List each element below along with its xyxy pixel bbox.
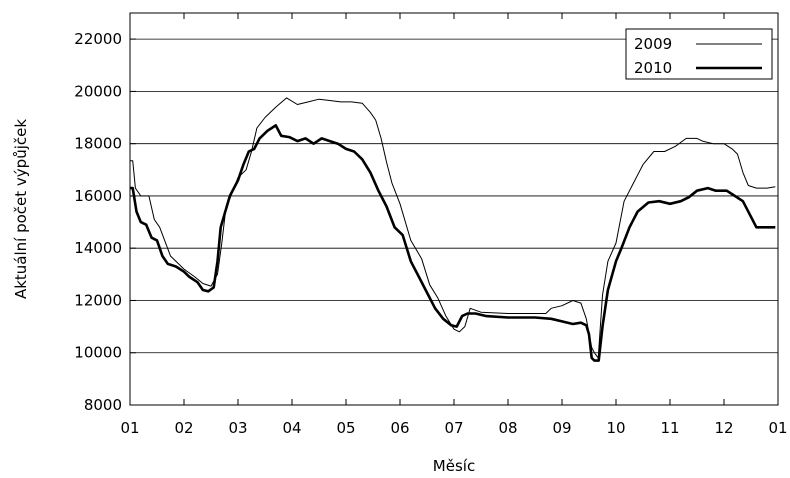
grid-lines (130, 38, 778, 354)
x-axis-ticks: 01 02 03 04 05 06 07 08 09 10 11 12 01 (120, 13, 788, 437)
x-tick-label: 10 (606, 419, 625, 437)
x-tick-label: 05 (336, 419, 355, 437)
series-lines (130, 97, 776, 362)
x-tick-label: 06 (390, 419, 409, 437)
y-tick-label: 22000 (74, 30, 122, 48)
x-tick-label: 09 (552, 419, 571, 437)
y-tick-label: 18000 (74, 135, 122, 153)
y-tick-label: 16000 (74, 187, 122, 205)
x-tick-label: 03 (228, 419, 247, 437)
x-tick-label: 08 (498, 419, 517, 437)
legend: 2009 2010 (625, 28, 773, 80)
y-tick-label: 8000 (84, 396, 122, 414)
x-tick-label: 01 (768, 419, 787, 437)
y-tick-label: 12000 (74, 291, 122, 309)
series-line-2010 (130, 124, 776, 362)
x-tick-label: 07 (444, 419, 463, 437)
legend-box (625, 28, 773, 80)
series-line-2009 (130, 97, 776, 359)
legend-label-2010: 2010 (634, 59, 672, 77)
y-axis-ticks: 8000 10000 12000 14000 16000 18000 20000 22000 (74, 30, 136, 414)
x-tick-label: 12 (714, 419, 733, 437)
y-tick-label: 10000 (74, 344, 122, 362)
x-tick-label: 04 (282, 419, 301, 437)
legend-label-2009: 2009 (634, 35, 672, 53)
x-axis-label: Měsíc (433, 457, 475, 475)
y-axis-label: Aktuální počet výpůjček (12, 119, 30, 299)
x-tick-label: 11 (660, 419, 679, 437)
y-tick-label: 14000 (74, 239, 122, 257)
x-tick-label: 02 (174, 419, 193, 437)
y-tick-label: 20000 (74, 82, 122, 100)
x-tick-label: 01 (120, 419, 139, 437)
plot-frame (129, 12, 779, 406)
